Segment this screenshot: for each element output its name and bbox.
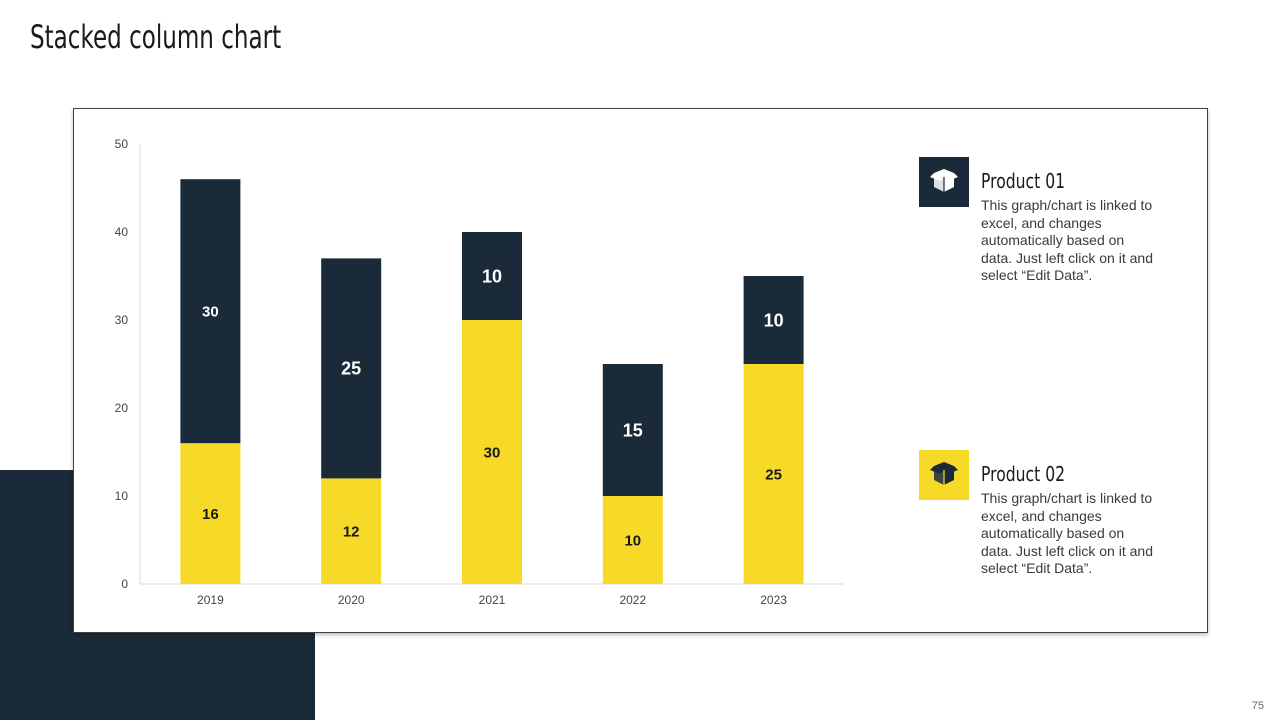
data-label: 25 [765, 466, 782, 483]
legend-description: This graph/chart is linked to excel, and… [981, 490, 1153, 576]
bar-segment[interactable] [462, 320, 522, 584]
bar-segment[interactable] [602, 496, 663, 584]
y-tick-label: 40 [115, 225, 129, 239]
data-label: 10 [624, 532, 641, 549]
legend-description: This graph/chart is linked to excel, and… [981, 197, 1153, 283]
x-tick-label: 2021 [479, 593, 506, 607]
legend-title: Product 01 [981, 169, 1066, 193]
bar-segment[interactable] [462, 232, 522, 320]
box-icon [919, 157, 969, 207]
data-label: 16 [202, 506, 219, 523]
data-label: 10 [482, 266, 502, 286]
data-label: 30 [202, 303, 219, 320]
legend-title: Product 02 [981, 462, 1066, 486]
y-tick-label: 0 [121, 577, 128, 591]
chart-card: 0 10 20 30 40 50 16 30 2019 12 25 2020 30 10 2021 10 15 2… [73, 108, 1208, 633]
stacked-column-chart[interactable]: 0 10 20 30 40 50 16 30 2019 12 25 2020 30 10 2021 10 15 2… [74, 109, 1207, 632]
bar-segment[interactable] [321, 258, 382, 479]
bar-segment[interactable] [180, 179, 241, 444]
y-tick-label: 30 [115, 313, 129, 327]
data-label: 10 [764, 310, 784, 330]
data-label: 25 [341, 359, 361, 379]
data-label: 12 [343, 523, 360, 540]
page-title: Stacked column chart [30, 18, 282, 56]
x-tick-label: 2020 [338, 593, 365, 607]
bar-segment[interactable] [743, 276, 804, 364]
y-tick-label: 20 [115, 401, 129, 415]
box-icon [919, 450, 969, 500]
x-tick-label: 2022 [619, 593, 646, 607]
y-tick-label: 50 [115, 137, 129, 151]
page-number: 75 [1251, 700, 1264, 712]
data-label: 30 [484, 444, 501, 461]
bar-segment[interactable] [743, 364, 804, 584]
bar-segment[interactable] [180, 443, 241, 584]
data-label: 15 [623, 420, 643, 440]
bar-segment[interactable] [602, 364, 663, 496]
y-tick-label: 10 [115, 489, 129, 503]
x-tick-label: 2019 [197, 593, 224, 607]
bar-segment[interactable] [321, 478, 382, 584]
x-tick-label: 2023 [760, 593, 787, 607]
